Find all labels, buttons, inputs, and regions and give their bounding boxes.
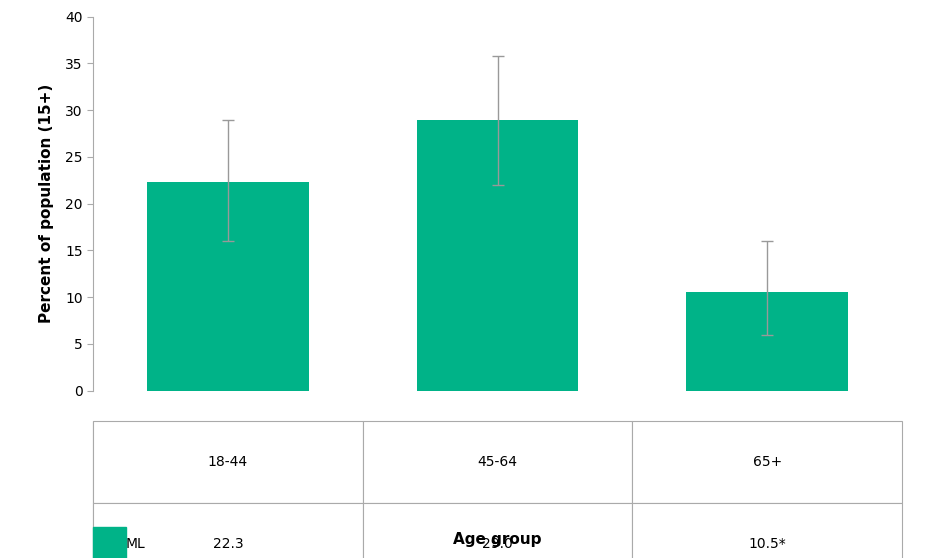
Bar: [686, 292, 848, 391]
Text: ML: ML: [126, 537, 146, 551]
Text: Age group: Age group: [453, 532, 542, 547]
Bar: [417, 119, 578, 391]
Bar: [147, 182, 309, 391]
Y-axis label: Percent of population (15+): Percent of population (15+): [39, 84, 54, 323]
